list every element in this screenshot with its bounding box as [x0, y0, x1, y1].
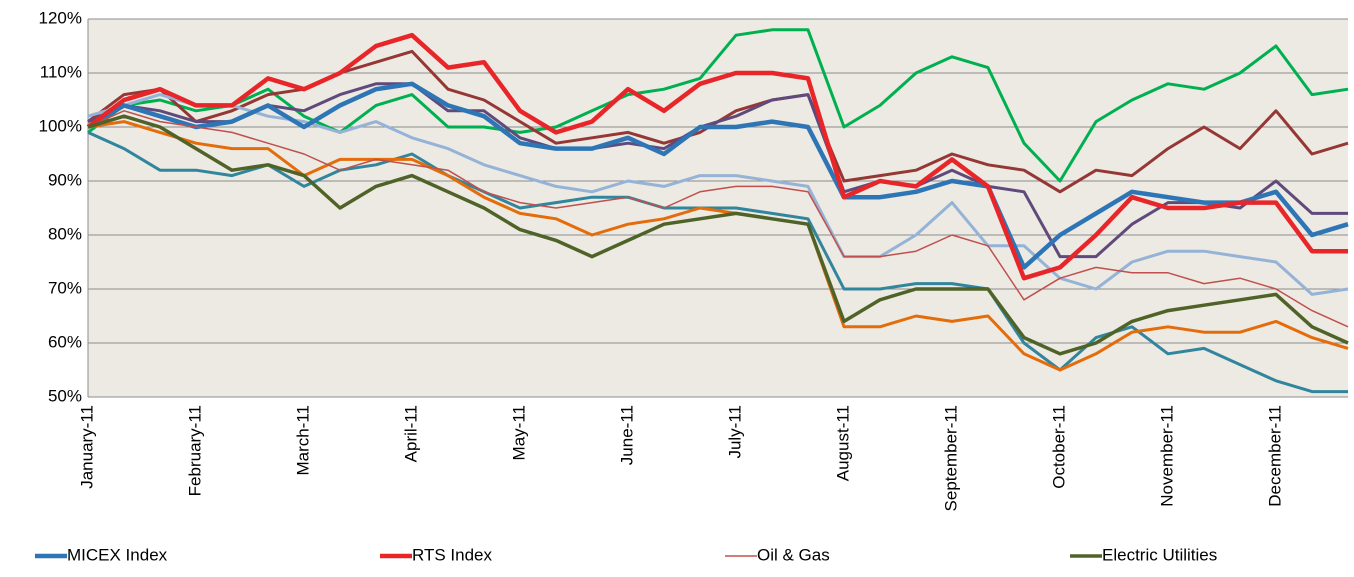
y-tick-label: 80% — [48, 224, 82, 243]
x-tick-label: February-11 — [185, 405, 204, 496]
y-tick-label: 110% — [40, 62, 82, 81]
x-tick-label: November-11 — [1157, 405, 1176, 507]
series-line — [87, 28, 1349, 183]
legend-label: RTS Index — [412, 545, 493, 564]
series-line — [87, 82, 1348, 259]
x-tick-label: June-11 — [617, 405, 636, 465]
x-tick-label: January-11 — [77, 405, 96, 489]
x-tick-label: April-11 — [401, 405, 420, 462]
x-tick-label: July-11 — [725, 405, 744, 459]
legend-label: Oil & Gas — [757, 545, 830, 564]
y-tick-label: 100% — [39, 116, 82, 135]
legend-label: Electric Utilities — [1102, 545, 1217, 564]
x-tick-label: May-11 — [509, 405, 528, 460]
y-tick-label: 60% — [48, 332, 82, 351]
x-tick-label: December-11 — [1265, 405, 1284, 507]
series-line — [87, 120, 1349, 372]
x-tick-label: March-11 — [293, 405, 312, 476]
series-line — [86, 81, 1349, 270]
x-tick-label: September-11 — [941, 405, 960, 511]
y-tick-label: 120% — [39, 8, 82, 27]
y-tick-label: 90% — [48, 170, 82, 189]
x-tick-label: October-11 — [1049, 405, 1068, 489]
legend-label: MICEX Index — [67, 545, 168, 564]
series-line — [87, 93, 1349, 296]
series-line — [86, 32, 1348, 281]
series-line — [87, 114, 1349, 356]
x-tick-label: August-11 — [833, 405, 852, 481]
y-tick-label: 50% — [48, 386, 82, 405]
y-tick-label: 70% — [48, 278, 82, 297]
series-line — [87, 110, 1349, 328]
